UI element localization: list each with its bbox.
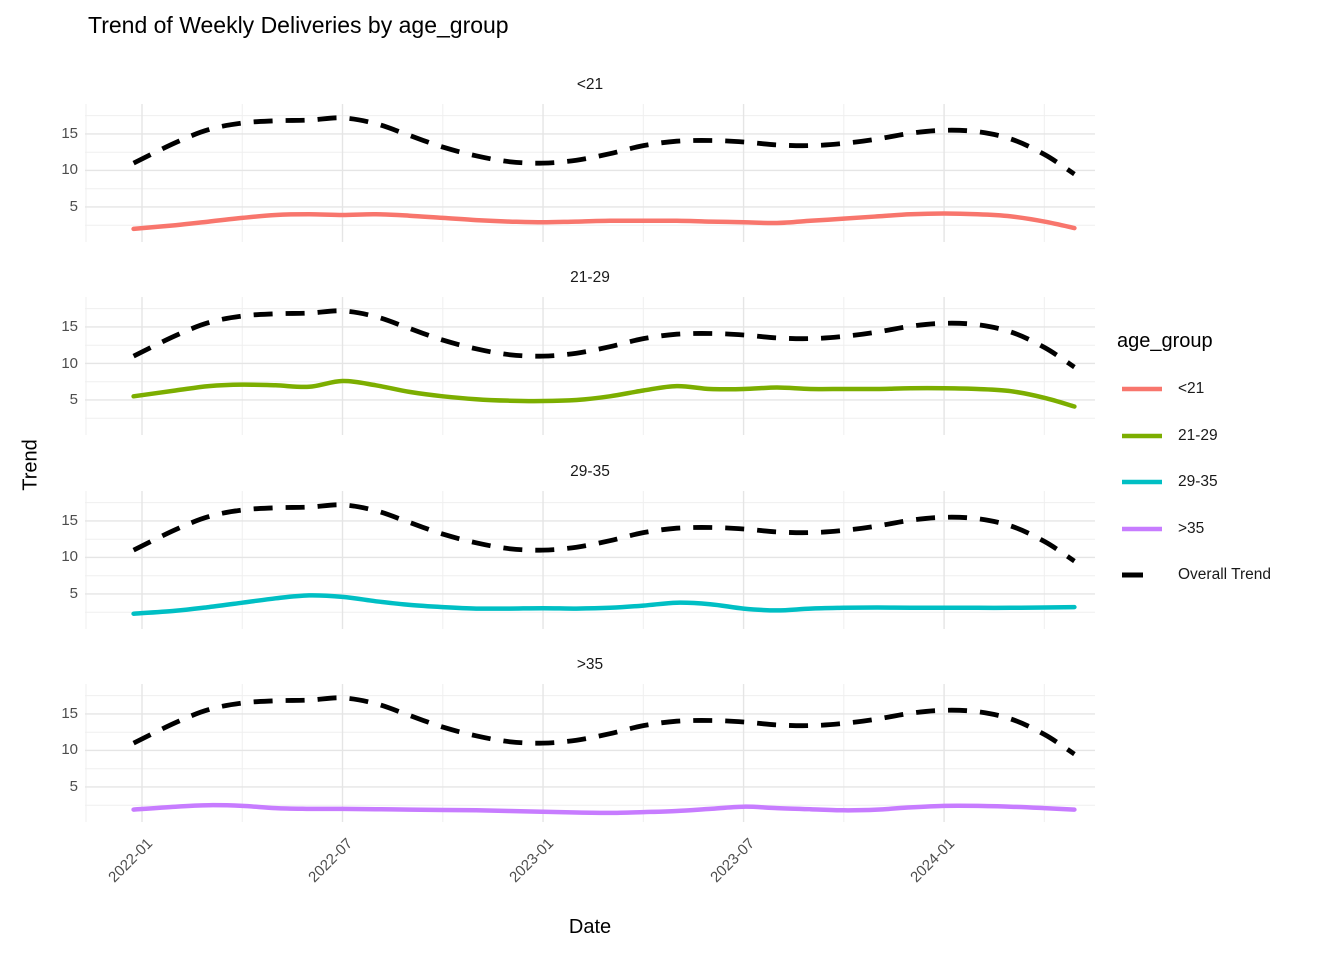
y-tick-label: 15 — [61, 318, 78, 336]
x-tick-label: 2022-07 — [305, 835, 357, 886]
facet-strip-label: 29-35 — [570, 462, 610, 480]
y-tick-label: 10 — [61, 354, 78, 372]
y-tick-label: 10 — [61, 161, 78, 179]
legend-key-line — [1122, 572, 1143, 578]
facet-strip-label: 21-29 — [570, 269, 610, 287]
facet-panel-21-29 — [85, 297, 1095, 436]
x-tick-label: 2023-07 — [706, 835, 758, 886]
y-axis-title: Trend — [19, 439, 42, 491]
legend-item-label: <21 — [1178, 380, 1205, 397]
facet-21-29: 21-29 — [85, 265, 1095, 436]
legend-item-label: >35 — [1178, 519, 1205, 537]
legend-key-line — [1122, 479, 1162, 485]
y-tick-label: 10 — [61, 741, 78, 759]
legend-item: <21 — [1122, 378, 1204, 400]
legend-key-line — [1122, 386, 1162, 392]
facet-panel-over-35 — [85, 684, 1095, 822]
overall-trend-line — [132, 695, 1076, 757]
x-tick-label: 2024-01 — [907, 835, 959, 886]
series-line — [131, 592, 1077, 616]
overall-trend-line — [132, 308, 1076, 370]
legend-key-line — [1122, 433, 1162, 438]
x-tick-label: 2022-01 — [105, 835, 157, 886]
y-tick-label: 5 — [69, 777, 78, 795]
series-line — [131, 802, 1077, 816]
legend-item-label: Overall Trend — [1178, 566, 1272, 583]
overall-trend-line — [132, 502, 1076, 563]
legend-title: age_group — [1117, 330, 1213, 352]
facet-strip-label: >35 — [576, 656, 604, 673]
facet-panel-under-21 — [85, 104, 1095, 242]
legend-item: >35 — [1122, 518, 1204, 540]
facet-under-21: <21 — [85, 72, 1095, 242]
y-tick-label: 5 — [69, 584, 78, 602]
legend-item-label: 21-29 — [1178, 426, 1218, 444]
facet-strip-label: <21 — [576, 76, 604, 93]
legend-item-label: 29-35 — [1178, 473, 1218, 490]
facet-29-35: 29-35 — [85, 459, 1095, 629]
y-tick-label: 15 — [61, 704, 78, 722]
series-line — [131, 379, 1077, 410]
y-tick-label: 15 — [61, 124, 78, 142]
overall-trend-line — [132, 115, 1076, 177]
y-tick-label: 5 — [69, 197, 78, 215]
legend-item: 21-29 — [1122, 425, 1218, 447]
y-tick-label: 5 — [69, 391, 78, 409]
facet-over-35: >35 — [85, 652, 1095, 822]
y-tick-label: 15 — [61, 511, 78, 529]
legend-item: Overall Trend — [1122, 564, 1271, 586]
x-axis-title: Date — [568, 916, 612, 938]
legend-item: 29-35 — [1122, 471, 1218, 493]
facet-panel-29-35 — [85, 490, 1095, 629]
chart-title: Trend of Weekly Deliveries by age_group — [88, 12, 509, 38]
series-line — [131, 211, 1077, 232]
legend-key-line — [1122, 526, 1162, 531]
y-tick-label: 10 — [61, 548, 78, 566]
x-tick-label: 2023-01 — [506, 835, 558, 886]
